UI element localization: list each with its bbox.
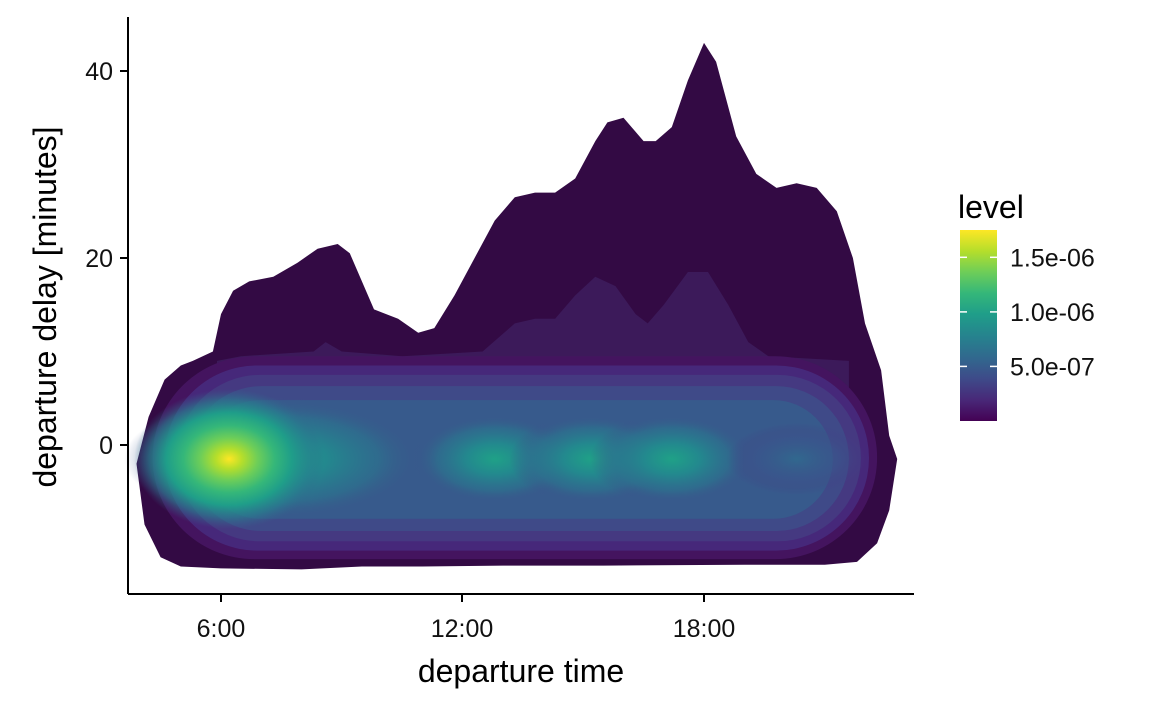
y-tick-label: 0 [99,432,113,460]
y-tick-label: 40 [85,58,113,86]
legend-tick-label: 5.0e-07 [1010,353,1095,381]
y-axis: 0 20 40 departure delay [minutes] [27,17,129,594]
plot-panel [124,42,898,570]
density-hotspot [589,414,754,504]
x-tick-label: 12:00 [431,615,494,643]
x-tick-label: 18:00 [673,615,736,643]
x-axis-title: departure time [418,653,624,689]
x-tick-label: 6:00 [197,615,246,643]
y-axis-title: departure delay [minutes] [27,126,63,487]
density-hotspot [726,423,867,495]
legend: level 5.0e-07 1.0e-06 1.5e-06 [958,189,1095,421]
legend-tick-label: 1.0e-06 [1010,299,1095,327]
legend-ticks: 5.0e-07 1.0e-06 1.5e-06 [960,244,1095,381]
density-hotspot [134,389,325,529]
y-tick-label: 20 [85,245,113,273]
x-axis: 6:00 12:00 18:00 departure time [128,593,914,689]
legend-colorbar [960,230,997,421]
legend-tick-label: 1.5e-06 [1010,244,1095,272]
legend-title: level [958,189,1024,225]
